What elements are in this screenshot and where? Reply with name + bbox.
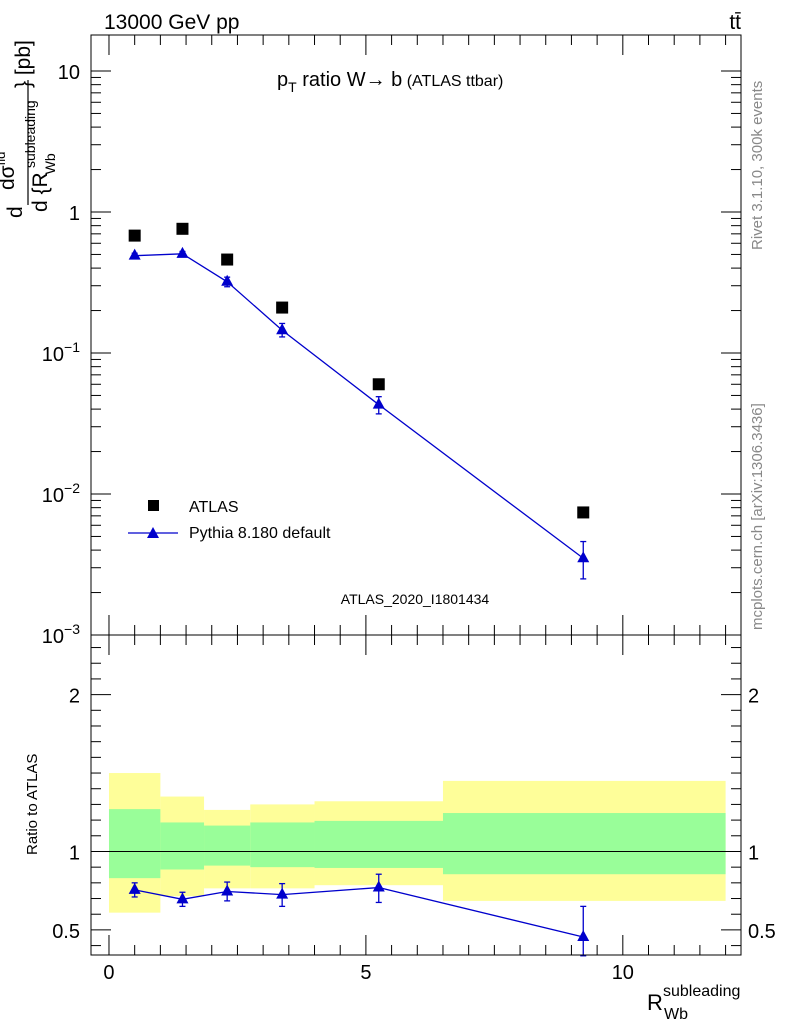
atlas-data-point [577,506,590,519]
x-tick-label: 0 [103,962,114,984]
mc-data-point [372,397,385,409]
ratio-y-tick-label-right: 0.5 [748,921,776,943]
legend-atlas-label: ATLAS [189,499,239,516]
title-small: (ATLAS ttbar) [402,73,503,90]
ratio-data-point [577,929,590,941]
mc-data-point [221,274,234,286]
ratio-y-tick-label: 1 [69,842,80,864]
atlas-data-point [128,229,141,242]
tick-exponent: −2 [64,480,80,496]
y-tick-label: 10−2 [42,480,80,507]
atlas-data-point [221,253,234,266]
y-tick-label: 10 [58,62,80,84]
ylabel-fid: fid [0,152,8,166]
uncertainty-band-stat [442,813,726,875]
tick-base: 10 [42,626,64,648]
mcplots-label: mcplots.cern.ch [arXiv:1306.3436] [749,403,766,630]
ratio-y-tick-label-right: 2 [748,686,759,708]
legend-mc-marker [147,527,159,538]
ylabel-wb: Wb [42,153,58,174]
main-frame [90,34,742,636]
xlabel-subleading: subleading [663,983,740,1000]
mc-data-point [176,246,189,258]
title-arrow: → [366,69,386,91]
x-tick-label: 10 [612,962,634,984]
ylabel-close: } [pb] [12,40,35,88]
main-ylabel: d dσfid d {RWb subleading } [pb] [0,40,58,218]
title-rest: ratio W [297,69,366,91]
ylabel-d2: d {R [29,172,52,212]
ratio-y-tick-label-right: 1 [748,842,759,864]
tick-exponent: −3 [64,621,80,637]
legend: ATLAS Pythia 8.180 default [128,499,331,542]
legend-mc-label: Pythia 8.180 default [189,525,331,542]
mc-data-point [128,248,141,260]
tick-exponent: −1 [64,339,80,355]
title-sub: T [288,79,297,95]
ylabel-dsigma: dσ [0,165,19,190]
tick-base: 10 [42,344,64,366]
uncertainty-band-stat [160,822,205,870]
uncertainty-band-stat [314,820,443,868]
uncertainty-band-stat [108,809,161,879]
xlabel-wb: Wb [664,1006,688,1023]
ratio-ylabel: Ratio to ATLAS [24,754,41,855]
ylabel-d1: d [4,206,27,218]
ratio-mc-line [134,886,584,938]
ratio-panel: 0.5 0.5 1 1 2 2 0 5 10 Ratio to ATLAS R Wb suble… [24,634,776,1023]
analysis-watermark: ATLAS_2020_I1801434 [341,591,490,607]
y-tick-label: 10−1 [42,339,80,366]
ratio-data-point [221,884,234,896]
ratio-frame [90,634,742,956]
mc-data-point [276,323,289,335]
ylabel-frac-top: dσfid [0,152,19,190]
xlabel: R Wb subleading [647,983,740,1023]
ratio-data-point [176,892,189,904]
ylabel-denominator: d {RWb [29,153,58,212]
ratio-data-point [128,882,141,894]
uncertainty-band-stat [250,822,315,868]
mc-data-point [577,551,590,563]
x-tick-label: 5 [360,962,371,984]
rivet-label: Rivet 3.1.10, 300k events [749,81,766,250]
ratio-y-tick-label: 0.5 [52,921,80,943]
mc-line [134,253,584,559]
ratio-data-point [276,887,289,899]
y-tick-label: 1 [69,203,80,225]
atlas-data-point [176,222,189,235]
energy-label: 13000 GeV pp [104,11,239,34]
atlas-data-point [372,378,385,391]
ylabel-subleading: subleading [22,100,38,168]
legend-atlas-marker [148,500,159,511]
ratio-data-point [372,880,385,892]
title-p: p [277,69,288,91]
tick-base: 10 [42,485,64,507]
xlabel-r: R [647,990,663,1015]
y-tick-label: 10−3 [42,621,80,648]
uncertainty-band-stat [204,825,251,866]
title-b: b [386,69,403,91]
process-label: tt̄ [729,11,741,34]
ratio-y-tick-label: 2 [69,686,80,708]
chart-title: pT ratio W→ b (ATLAS ttbar) [277,69,503,95]
atlas-data-point [276,301,289,314]
